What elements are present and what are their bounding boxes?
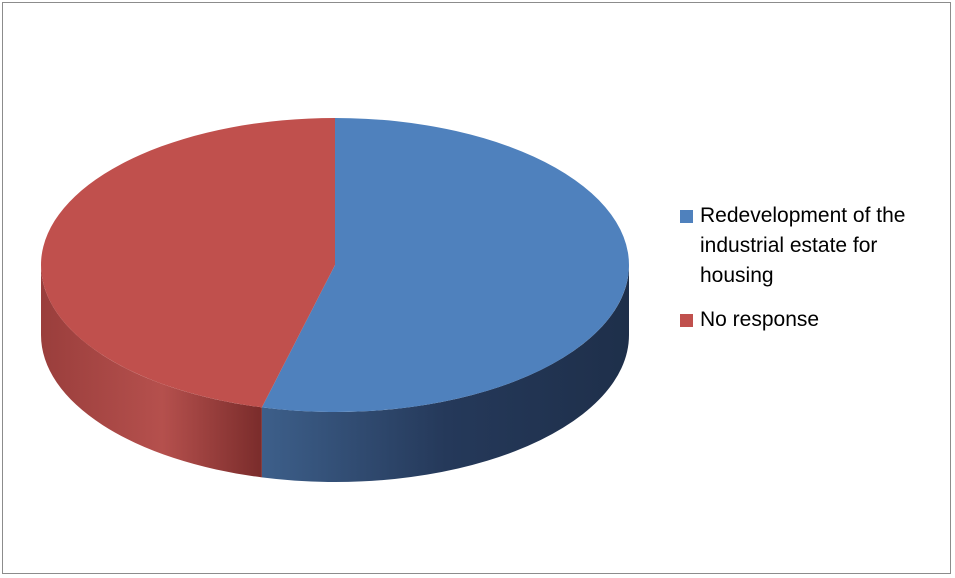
pie-slice-1 — [261, 118, 630, 412]
pie-side-1 — [261, 265, 629, 482]
pie-chart — [41, 118, 630, 482]
legend: Redevelopment of the industrial estate f… — [680, 201, 945, 349]
legend-item-2: No response — [680, 305, 945, 335]
pie-slice-2 — [41, 118, 335, 408]
pie-side-2 — [41, 265, 262, 478]
legend-swatch — [680, 210, 693, 223]
legend-label: Redevelopment of the industrial estate f… — [700, 204, 906, 287]
legend-swatch — [680, 314, 693, 327]
legend-label: No response — [700, 308, 820, 331]
legend-item-1: Redevelopment of the industrial estate f… — [680, 201, 945, 291]
